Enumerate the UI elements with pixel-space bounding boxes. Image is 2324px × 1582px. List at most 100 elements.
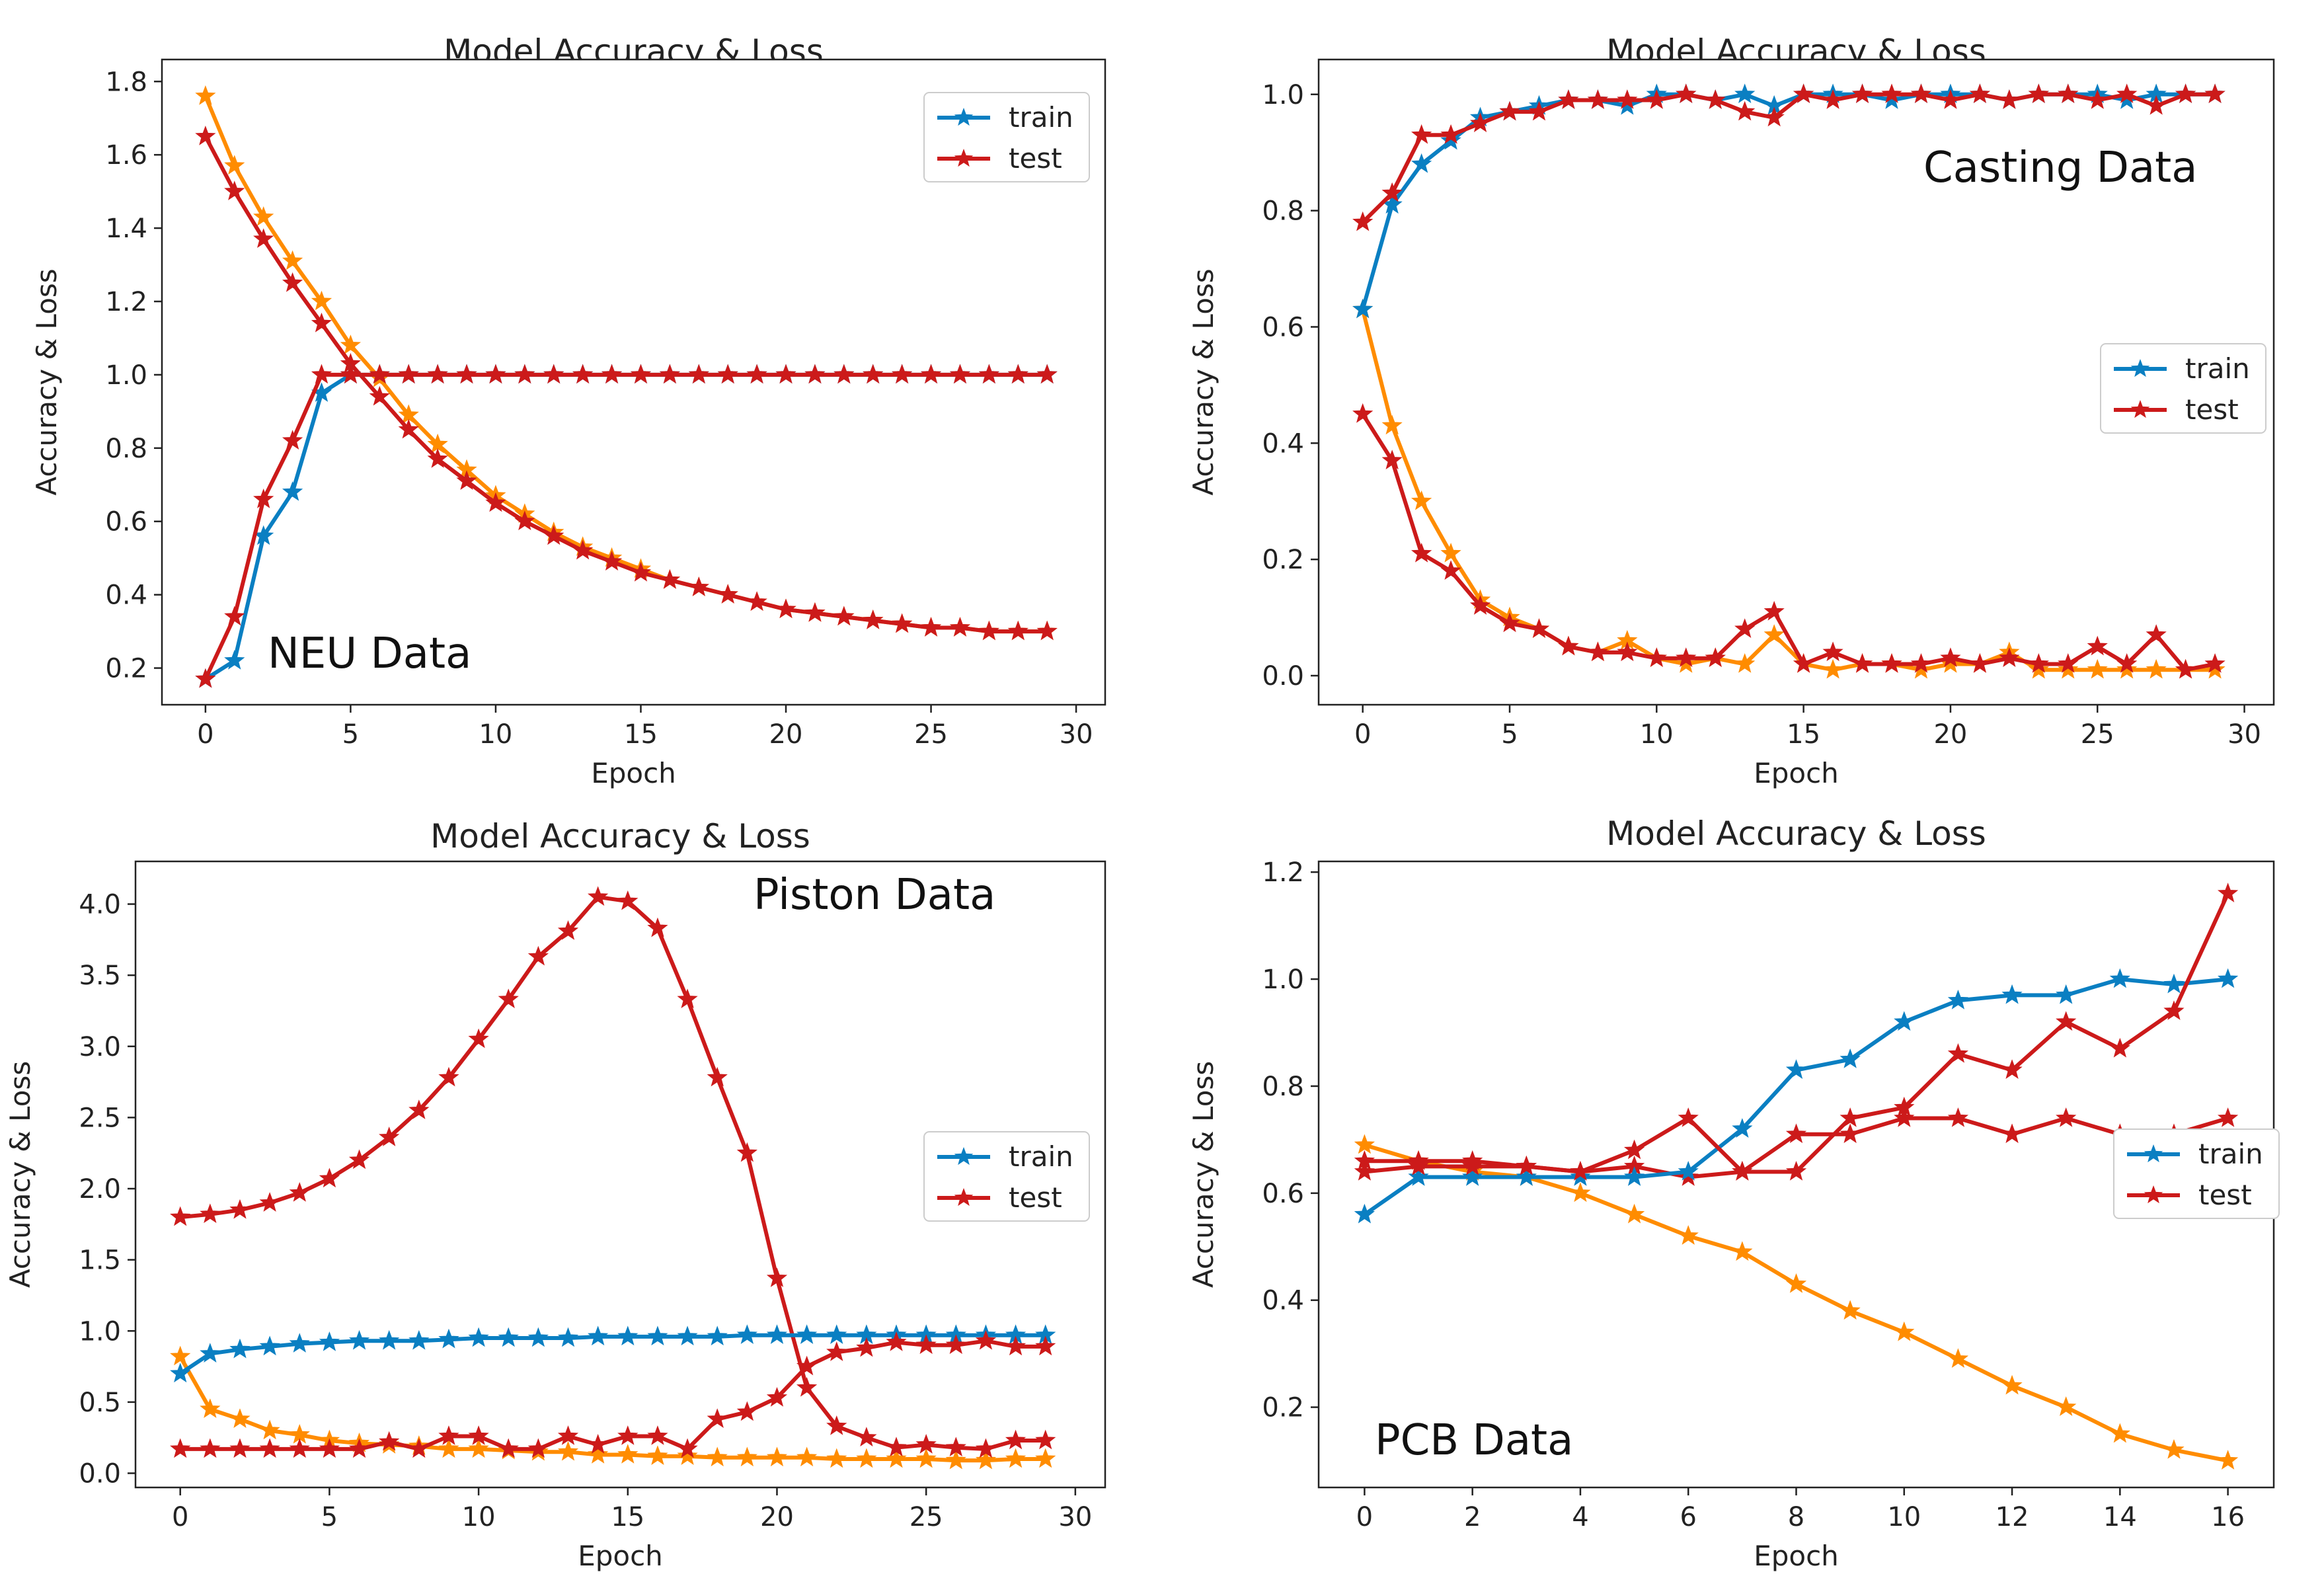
y-tick-label: 2.0 (79, 1174, 121, 1205)
data-point (1894, 1321, 1915, 1341)
data-point (1734, 618, 1756, 638)
data-point (2217, 968, 2239, 988)
data-point (1411, 490, 1432, 510)
data-point (379, 1431, 400, 1451)
data-point (1352, 211, 1374, 231)
x-tick-label: 10 (462, 1502, 496, 1532)
data-point (920, 617, 942, 637)
data-point (1969, 83, 1991, 104)
chart-title: Model Accuracy & Loss (1606, 814, 1986, 853)
series-test-2 (170, 886, 1056, 1458)
y-tick-label: 3.5 (79, 961, 121, 991)
data-point (1793, 653, 1814, 673)
data-point (688, 576, 709, 596)
data-point (2087, 635, 2108, 656)
data-point (1840, 1300, 1861, 1320)
data-point (1940, 89, 1961, 109)
data-point (1408, 1166, 1429, 1186)
data-point (1734, 83, 1756, 104)
data-point (2116, 653, 2138, 673)
data-point (1381, 182, 1403, 202)
data-point (319, 1331, 340, 1351)
data-point (527, 1438, 549, 1458)
y-tick-label: 1.6 (105, 140, 147, 171)
data-point (856, 1337, 877, 1357)
data-point (1462, 1155, 1483, 1175)
dataset-annotation: NEU Data (268, 629, 471, 678)
legend-marker-train (2144, 1144, 2163, 1163)
y-tick-label: 0.0 (79, 1458, 121, 1489)
y-tick-label: 1.2 (1262, 857, 1304, 888)
series-line (1361, 92, 2216, 224)
y-tick-label: 0.5 (79, 1388, 121, 1418)
data-point (736, 1324, 757, 1344)
y-tick-label: 1.0 (79, 1316, 121, 1347)
data-point (1440, 124, 1461, 144)
data-point (438, 1066, 459, 1087)
data-point (617, 1444, 639, 1464)
x-tick-label: 20 (1933, 719, 1967, 750)
data-point (1440, 560, 1461, 580)
data-point (1440, 130, 1461, 150)
x-axis-label: Epoch (1754, 757, 1839, 789)
y-tick-label: 0.6 (1262, 312, 1304, 342)
data-point (1354, 1134, 1375, 1154)
x-tick-label: 0 (197, 719, 213, 750)
x-tick-label: 5 (321, 1502, 338, 1532)
data-point (259, 1335, 280, 1356)
data-point (1646, 647, 1667, 667)
dataset-annotation: Casting Data (1923, 143, 2197, 192)
data-point (688, 364, 709, 384)
data-point (1763, 106, 1785, 127)
data-point (1469, 112, 1491, 133)
data-point (1947, 1107, 1969, 1127)
data-point (543, 364, 564, 384)
data-point (319, 1167, 340, 1188)
y-tick-label: 0.4 (1262, 428, 1304, 459)
data-point (833, 364, 855, 384)
data-point (1036, 364, 1058, 384)
data-point (195, 126, 216, 145)
data-point (1462, 1166, 1483, 1186)
data-point (1840, 1107, 1861, 1127)
data-point (259, 1419, 280, 1440)
data-point (253, 206, 274, 226)
data-point (1793, 83, 1814, 104)
data-point (1822, 658, 1843, 679)
series-test-4 (195, 364, 1058, 688)
data-point (736, 1401, 757, 1421)
data-point (224, 650, 245, 670)
legend-label-test: test (2198, 1179, 2252, 1211)
x-tick-label: 4 (1572, 1502, 1588, 1532)
data-point (311, 312, 332, 333)
data-point (427, 448, 448, 468)
data-point (369, 364, 390, 384)
data-point (1732, 1161, 1753, 1181)
data-point (456, 364, 477, 384)
chart-title: Model Accuracy & Loss (430, 817, 810, 855)
data-point (229, 1438, 251, 1458)
data-point (601, 364, 623, 384)
data-point (707, 1446, 728, 1467)
data-point (617, 890, 639, 910)
data-point (224, 155, 245, 175)
data-point (1969, 653, 1991, 673)
data-point (200, 1203, 221, 1224)
data-point (229, 1199, 251, 1219)
data-point (468, 1327, 489, 1347)
x-tick-label: 10 (1640, 719, 1674, 750)
data-point (2116, 658, 2138, 679)
data-point (2175, 658, 2196, 679)
y-tick-label: 0.2 (105, 654, 147, 684)
data-point (717, 584, 738, 604)
data-point (2028, 658, 2049, 679)
data-point (2056, 984, 2077, 1004)
data-point (319, 1438, 340, 1458)
data-point (2163, 1439, 2185, 1459)
data-point (2109, 1423, 2130, 1443)
y-axis-label: Accuracy & Loss (1187, 1061, 1220, 1288)
data-point (975, 1438, 997, 1458)
data-point (647, 917, 668, 937)
data-point (886, 1331, 907, 1351)
